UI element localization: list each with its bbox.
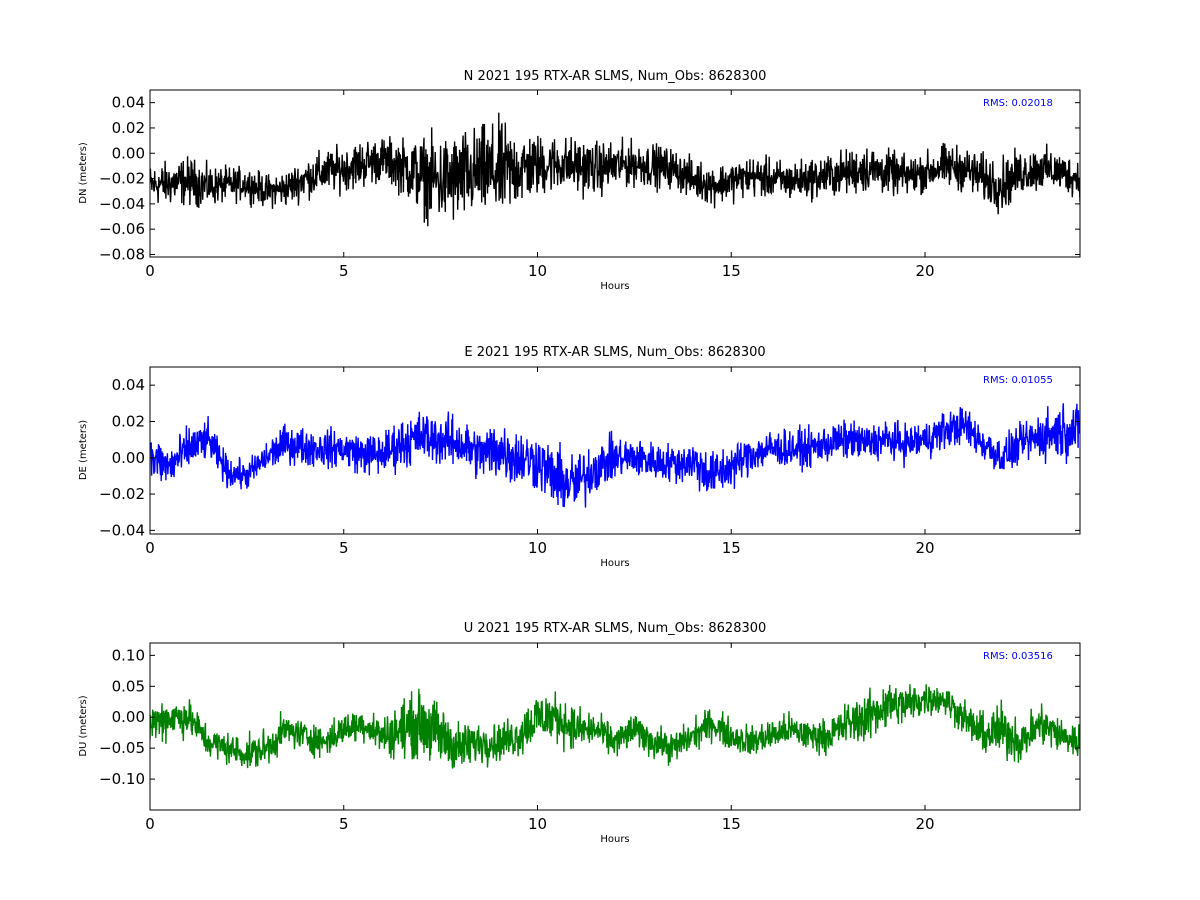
y-tick-label: −0.02 [99, 170, 145, 188]
y-tick-label: 0.05 [112, 677, 145, 695]
plot-area [150, 684, 1080, 769]
y-tick-label: 0.00 [112, 144, 145, 162]
y-tick-label: 0.02 [112, 412, 145, 430]
ticks: 0 5 10 15 20 0.10 0.05 0.00 −0.05 −0.10 [99, 643, 1080, 833]
y-tick-label: −0.06 [99, 220, 145, 238]
y-tick-label: −0.04 [99, 195, 145, 213]
x-tick-label: 10 [528, 262, 547, 280]
x-axis-label: Hours [600, 834, 629, 845]
plot-area [150, 403, 1080, 508]
x-tick-label: 5 [339, 539, 349, 557]
x-tick-label: 0 [145, 815, 155, 833]
ticks: 0 5 10 15 20 0.04 0.02 0.00 −0.02 −0.04 −0.06 −0.08 [99, 90, 1080, 280]
y-axis-label: DU (meters) [78, 695, 89, 756]
x-tick-label: 15 [722, 262, 741, 280]
x-axis-label: Hours [600, 558, 629, 569]
rms-annotation: RMS: 0.02018 [983, 98, 1053, 109]
y-tick-label: 0.02 [112, 119, 145, 137]
ticks: 0 5 10 15 20 0.04 0.02 0.00 −0.02 −0.04 [99, 367, 1080, 557]
x-tick-label: 20 [915, 539, 934, 557]
y-tick-label: −0.08 [99, 245, 145, 263]
x-axis-label: Hours [600, 281, 629, 292]
x-tick-label: 10 [528, 539, 547, 557]
y-axis-label: DN (meters) [78, 142, 89, 204]
x-tick-label: 5 [339, 815, 349, 833]
y-tick-label: −0.05 [99, 739, 145, 757]
x-tick-label: 10 [528, 815, 547, 833]
series-line [150, 403, 1080, 508]
plot-area [150, 112, 1080, 227]
rms-annotation: RMS: 0.01055 [983, 375, 1053, 386]
series-line [150, 684, 1080, 769]
series-line [150, 112, 1080, 227]
x-tick-label: 15 [722, 815, 741, 833]
y-tick-label: −0.02 [99, 485, 145, 503]
x-tick-label: 20 [915, 815, 934, 833]
x-tick-label: 0 [145, 539, 155, 557]
y-axis-label: DE (meters) [78, 420, 89, 480]
x-tick-label: 5 [339, 262, 349, 280]
x-tick-label: 15 [722, 539, 741, 557]
rms-annotation: RMS: 0.03516 [983, 651, 1053, 662]
subplot-title: U 2021 195 RTX-AR SLMS, Num_Obs: 8628300 [464, 621, 767, 636]
y-tick-label: −0.04 [99, 521, 145, 539]
y-tick-label: −0.10 [99, 770, 145, 788]
y-tick-label: 0.04 [112, 376, 145, 394]
x-tick-label: 0 [145, 262, 155, 280]
x-tick-label: 20 [915, 262, 934, 280]
y-tick-label: 0.04 [112, 94, 145, 112]
subplot-n: N 2021 195 RTX-AR SLMS, Num_Obs: 8628300… [78, 69, 1081, 292]
subplot-title: E 2021 195 RTX-AR SLMS, Num_Obs: 8628300 [464, 345, 765, 360]
subplot-title: N 2021 195 RTX-AR SLMS, Num_Obs: 8628300 [464, 69, 767, 84]
subplot-u: U 2021 195 RTX-AR SLMS, Num_Obs: 8628300… [78, 621, 1081, 845]
y-tick-label: 0.00 [112, 449, 145, 467]
y-tick-label: 0.10 [112, 646, 145, 664]
axes-frame [149, 366, 1081, 535]
y-tick-label: 0.00 [112, 708, 145, 726]
axes-frame [149, 89, 1081, 258]
subplot-e: E 2021 195 RTX-AR SLMS, Num_Obs: 8628300… [78, 345, 1081, 569]
axes-frame [149, 642, 1081, 811]
